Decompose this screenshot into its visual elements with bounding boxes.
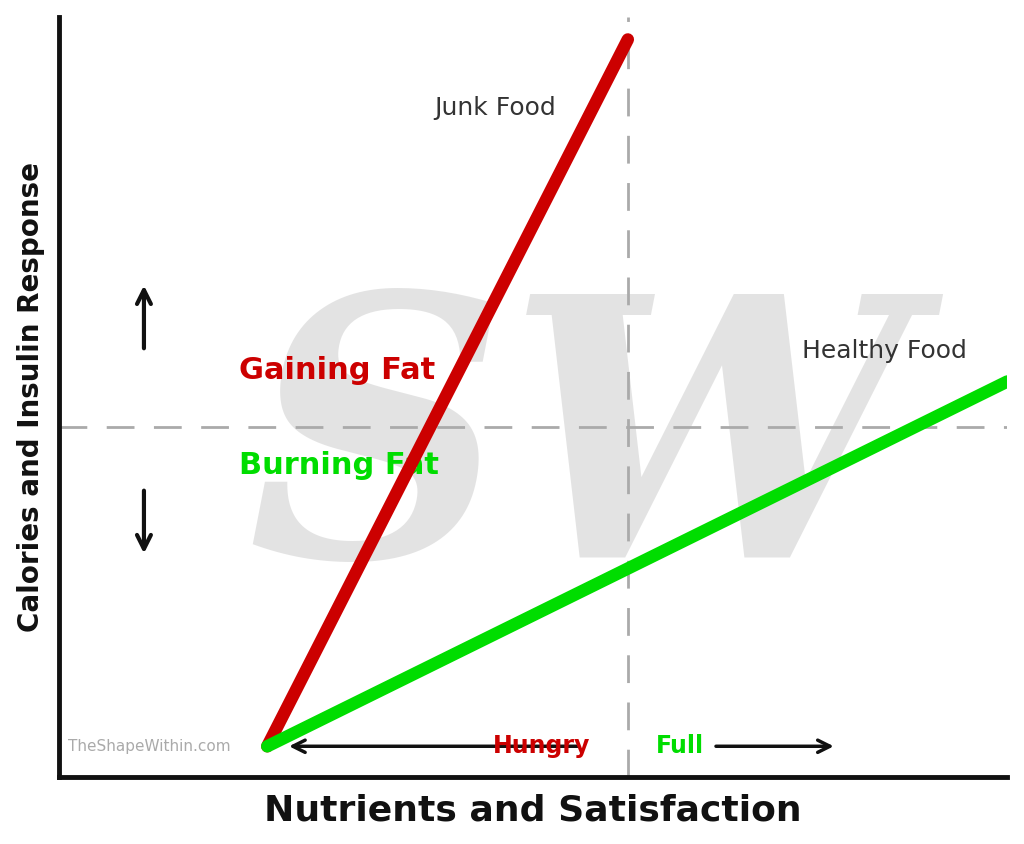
Text: Hungry: Hungry xyxy=(493,734,590,758)
Text: Burning Fat: Burning Fat xyxy=(239,451,439,479)
Text: SW: SW xyxy=(247,283,913,632)
Y-axis label: Calories and Insulin Response: Calories and Insulin Response xyxy=(16,162,45,631)
Text: Full: Full xyxy=(656,734,705,758)
Text: Junk Food: Junk Food xyxy=(434,96,556,120)
X-axis label: Nutrients and Satisfaction: Nutrients and Satisfaction xyxy=(264,793,802,827)
Text: Healthy Food: Healthy Food xyxy=(802,339,967,363)
Text: TheShapeWithin.com: TheShapeWithin.com xyxy=(68,738,230,754)
Text: Gaining Fat: Gaining Fat xyxy=(239,355,435,385)
